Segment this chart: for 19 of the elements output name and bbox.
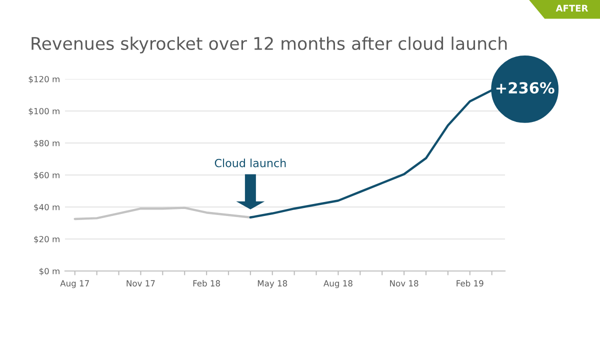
annotation: +236%	[496, 82, 554, 94]
y-tick-label: $40 m	[34, 204, 60, 212]
x-tick-label: Aug 17	[60, 280, 89, 288]
x-tick-label: Nov 18	[390, 280, 418, 286]
x-tick-label: Nov 17	[126, 280, 155, 286]
line-series	[74, 206, 252, 220]
y-tick-label: $60 m	[34, 172, 60, 180]
x-tick-label: Feb 18	[193, 280, 220, 286]
y-tick-label: $80 m	[34, 140, 60, 148]
annotation: Cloud launch	[214, 158, 286, 168]
y-tick-label: $120 m	[28, 76, 60, 84]
x-tick-label: Feb 19	[456, 280, 484, 286]
text: AFTER	[556, 4, 588, 12]
x-tick-label: Aug 18	[324, 280, 352, 288]
y-tick-label: $20 m	[34, 236, 60, 244]
x-tick-label: May 18	[258, 280, 288, 288]
y-tick-label: $100 m	[28, 108, 60, 116]
y-tick-label: $0 m	[39, 268, 60, 276]
chart-title: Revenues skyrocket over 12 months after cloud launch	[32, 36, 507, 54]
